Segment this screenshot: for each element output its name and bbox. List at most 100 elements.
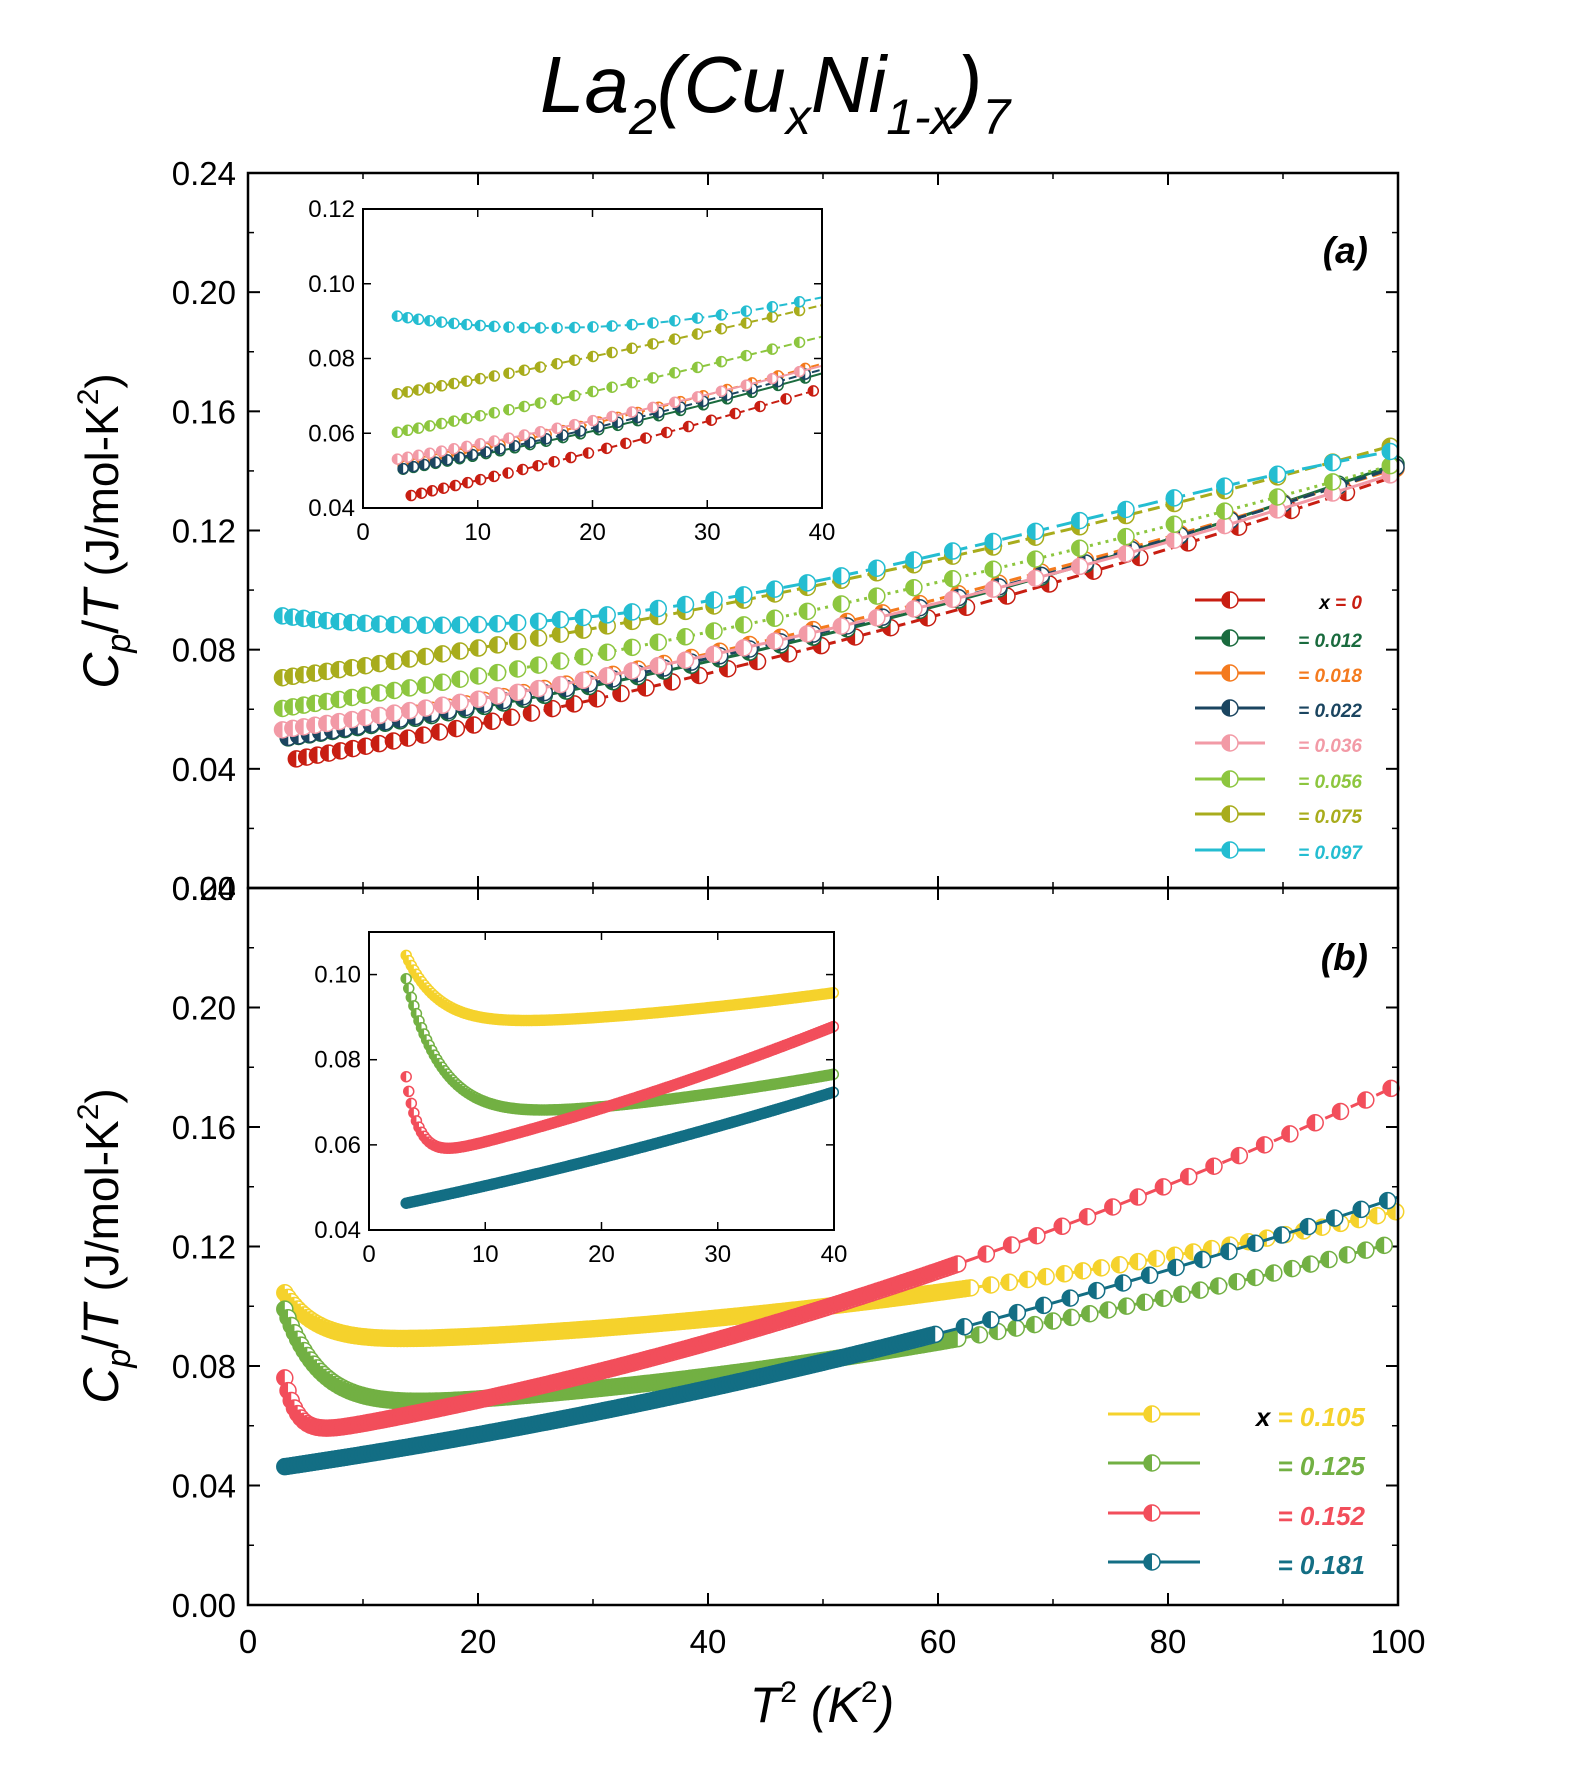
- data-point: [955, 1318, 974, 1336]
- inset-data-point: [640, 432, 652, 444]
- data-point: [949, 1255, 967, 1273]
- inset-data-point: [488, 370, 501, 382]
- data-point: [1375, 1236, 1393, 1255]
- y-tick-label: 0.16: [172, 1109, 236, 1146]
- inset-x-tick-label: 10: [472, 1241, 499, 1268]
- data-point: [451, 670, 469, 688]
- data-point: [385, 652, 404, 671]
- data-point: [1154, 1178, 1173, 1196]
- legend-label: = 0.181: [1278, 1550, 1365, 1580]
- inset-data-point: [551, 357, 563, 370]
- legend-label: x = 0: [1318, 593, 1362, 614]
- legend-item-b-0: x = 0.105: [1108, 1402, 1366, 1432]
- inset-data-point: [669, 396, 681, 409]
- inset-data-point: [448, 377, 460, 390]
- inset-data-point: [437, 482, 450, 494]
- inset-data-point: [518, 400, 531, 413]
- data-point: [1117, 545, 1135, 563]
- inset-data-point: [412, 449, 425, 462]
- data-point: [508, 660, 527, 678]
- legend-marker: [1221, 699, 1239, 717]
- inset-data-point: [461, 476, 474, 489]
- data-point: [451, 642, 469, 660]
- data-point: [469, 690, 488, 708]
- inset-data-point: [754, 400, 766, 413]
- inset-data-point: [691, 361, 704, 374]
- inset-data-point: [691, 391, 704, 403]
- data-point: [1062, 1308, 1081, 1327]
- inset-data-point: [606, 346, 618, 359]
- data-point: [508, 632, 527, 651]
- data-point: [1179, 1167, 1198, 1186]
- data-point: [961, 1279, 980, 1297]
- inset-data-point: [793, 365, 806, 378]
- data-point: [417, 616, 435, 634]
- x-tick-label: 40: [690, 1623, 727, 1660]
- inset-data-point: [766, 372, 779, 385]
- inset-x-tick-label: 0: [362, 1241, 375, 1268]
- inset-data-point: [793, 296, 806, 308]
- data-point: [868, 587, 886, 605]
- data-point: [318, 611, 336, 630]
- data-point: [529, 679, 548, 698]
- inset-data-point: [548, 455, 560, 468]
- data-point: [1216, 502, 1234, 520]
- inset-data-point: [435, 417, 448, 430]
- data-point: [343, 710, 361, 729]
- inset-data-point: [600, 442, 613, 455]
- data-point: [488, 636, 507, 654]
- data-point: [598, 643, 616, 661]
- inset-x-tick-label: 30: [694, 519, 721, 546]
- legend-marker: [1221, 734, 1239, 752]
- data-point: [1078, 1207, 1097, 1226]
- inset-data-point: [587, 321, 599, 333]
- data-point: [1110, 1256, 1129, 1274]
- inset-data-point: [488, 470, 500, 483]
- data-point: [1205, 1157, 1223, 1175]
- inset-data-point: [412, 384, 425, 396]
- data-point: [451, 693, 469, 712]
- y-tick-label: 0.12: [172, 1229, 236, 1266]
- data-point: [529, 629, 548, 647]
- data-point: [1165, 489, 1184, 507]
- series-a-5: [273, 456, 1400, 718]
- data-point: [705, 645, 723, 663]
- data-point: [1320, 1250, 1338, 1269]
- data-point: [649, 599, 667, 618]
- inset-data-point: [647, 372, 659, 384]
- inset-data-point: [494, 443, 506, 455]
- inset-data-point: [647, 317, 659, 329]
- data-point: [417, 699, 435, 717]
- data-point: [1378, 1191, 1397, 1210]
- y-tick-label: 0.20: [172, 990, 236, 1027]
- data-point: [308, 746, 327, 764]
- data-point: [330, 660, 348, 679]
- data-point: [649, 656, 667, 675]
- data-point: [433, 696, 452, 715]
- legend-label: = 0.012: [1298, 631, 1362, 652]
- data-point: [1306, 1114, 1324, 1132]
- inset-data-point: [415, 487, 428, 499]
- data-point: [766, 632, 784, 650]
- data-point: [1028, 1226, 1046, 1245]
- panel-b-legend: x = 0.105 = 0.125 = 0.152 = 0.181: [1108, 1402, 1366, 1580]
- inset-series-b-2: [400, 1020, 840, 1154]
- data-point: [1268, 488, 1287, 506]
- panel-a-axes: 0.00 0.04 0.08 0.12 0.16 0.20 0.24: [172, 155, 1399, 907]
- data-point: [1281, 1125, 1299, 1143]
- data-point: [982, 1311, 1000, 1329]
- inset-data-point: [705, 414, 718, 426]
- y-tick-label: 0.12: [172, 513, 236, 550]
- inset-series-b-3: [400, 1086, 840, 1209]
- inset-y-tick-label: 0.12: [308, 196, 355, 223]
- x-tick-label: 60: [920, 1623, 957, 1660]
- inset-y-tick-label: 0.10: [308, 271, 355, 298]
- data-point: [1230, 1146, 1249, 1165]
- legend-marker: [1143, 1553, 1161, 1571]
- data-point: [1167, 1258, 1185, 1277]
- data-point: [1382, 1079, 1400, 1098]
- data-point: [385, 615, 404, 634]
- data-point: [1018, 1270, 1037, 1289]
- data-point: [465, 716, 483, 734]
- legend-marker: [1221, 591, 1239, 609]
